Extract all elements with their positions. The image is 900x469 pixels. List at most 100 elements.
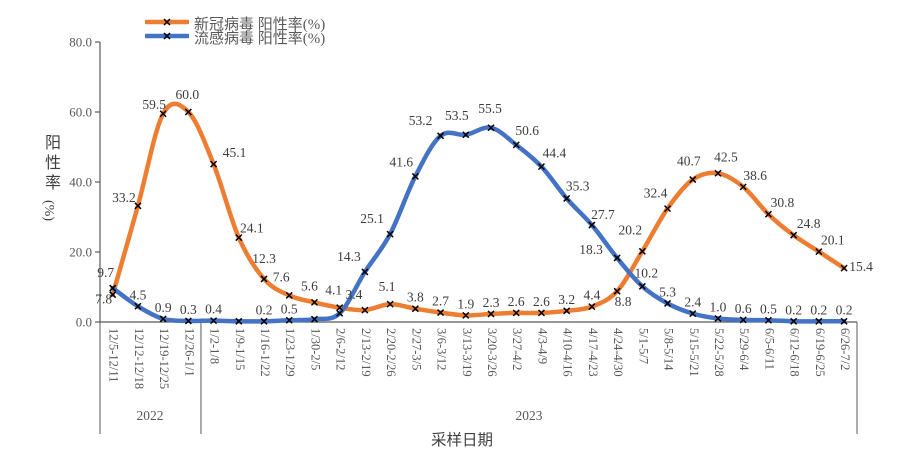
series-flu-data-label: 44.4: [543, 146, 567, 161]
series-covid-data-label: 45.1: [223, 145, 247, 160]
series-flu-marker: [109, 284, 117, 292]
series-covid-marker: [563, 307, 571, 315]
series-flu-marker: [134, 302, 142, 310]
series-covid-data-label: 5.6: [301, 278, 318, 293]
category-label: 2/20-2/26: [384, 328, 398, 377]
series-covid-data-label: 2.6: [508, 294, 525, 309]
category-label: 4/10-4/16: [561, 328, 575, 377]
category-label: 1/16-1/22: [258, 328, 272, 377]
category-label: 3/27-4/2: [510, 328, 524, 370]
series-covid-marker: [134, 202, 142, 210]
category-label: 5/29-6/4: [737, 328, 751, 371]
category-label: 6/19-6/25: [813, 328, 827, 377]
series-covid-marker: [462, 311, 470, 319]
series-covid-marker: [184, 108, 192, 116]
series-flu-data-label: 0.9: [155, 300, 172, 315]
series-covid-marker: [714, 169, 722, 177]
category-label: 4/3-4/9: [535, 328, 549, 364]
category-label: 2/27-3/5: [409, 328, 423, 370]
series-covid-marker: [664, 205, 672, 213]
series-flu-marker: [664, 299, 672, 307]
series-flu-data-label: 35.3: [566, 178, 590, 193]
category-label: 2/6-2/12: [334, 328, 348, 370]
series-covid-marker: [159, 110, 167, 118]
series-covid-data-label: 7.6: [273, 269, 290, 284]
series-covid-data-label: 20.1: [821, 233, 845, 248]
series-flu-data-label: 41.6: [390, 154, 414, 169]
legend-item: 新冠病毒 阳性率(%): [143, 16, 325, 33]
category-label: 3/20-3/26: [485, 328, 499, 377]
series-covid-marker: [815, 248, 823, 256]
category-label: 12/26-1/1: [182, 328, 196, 377]
series-covid-data-label: 24.1: [240, 221, 264, 236]
series-covid-data-label: 8.8: [615, 294, 632, 309]
series-covid-data-label: 32.4: [644, 186, 668, 201]
category-label: 12/5-12/11: [107, 328, 121, 382]
series-flu-marker: [537, 163, 545, 171]
series-covid-data-label: 2.6: [533, 294, 550, 309]
category-label: 12/12-12/18: [132, 328, 146, 389]
y-axis-title: 阳性率: [42, 134, 59, 194]
series-flu-marker: [563, 194, 571, 202]
series-covid-marker: [285, 291, 293, 299]
series-flu-marker: [815, 317, 823, 325]
category-label: 1/2-1/8: [208, 328, 222, 364]
series-covid-marker: [588, 303, 596, 311]
series-flu-marker: [689, 310, 697, 318]
y-tick-label: 20.0: [69, 245, 92, 260]
series-flu-marker: [361, 268, 369, 276]
series-flu-marker: [588, 221, 596, 229]
series-covid-data-label: 40.7: [677, 154, 701, 169]
series-flu-marker: [714, 314, 722, 323]
series-flu-data-label: 0.2: [256, 302, 273, 317]
category-label: 5/8-5/14: [662, 328, 676, 371]
series-flu-data-label: 5.3: [659, 284, 676, 299]
series-flu-marker: [210, 317, 218, 325]
category-label: 1/9-1/15: [233, 328, 247, 370]
series-flu-data-label: 27.7: [591, 207, 615, 222]
series-flu-data-label: 53.5: [445, 108, 469, 123]
series-covid-data-label: 33.2: [112, 190, 136, 205]
series-flu-line: [110, 125, 847, 324]
series-flu-marker: [638, 282, 646, 290]
category-label: 5/22-5/28: [712, 328, 726, 377]
series-covid-marker: [411, 305, 419, 313]
legend-label: 流感病毒 阳性率(%): [194, 30, 326, 47]
category-label: 1/23-1/29: [283, 328, 297, 377]
series-flu-data-label: 9.7: [97, 265, 114, 280]
series-flu-marker: [840, 317, 848, 325]
series-covid-data-label: 20.2: [619, 222, 643, 237]
series-covid-line: [110, 101, 847, 318]
category-label: 12/19-12/25: [157, 328, 171, 389]
legend: 新冠病毒 阳性率(%) 流感病毒 阳性率(%): [143, 16, 325, 47]
series-covid-marker: [790, 231, 798, 239]
series-flu-data-label: 0.2: [836, 302, 853, 317]
series-flu-data-label: 53.2: [409, 113, 433, 128]
category-label: 2/13-2/19: [359, 328, 373, 377]
legend-item: 流感病毒 阳性率(%): [143, 30, 325, 47]
y-tick-label: 0.0: [76, 315, 92, 330]
category-label: 3/6-3/12: [435, 328, 449, 370]
series-covid-data-label: 5.1: [379, 279, 396, 294]
series-covid-data-label: 12.3: [252, 251, 276, 266]
y-tick-label: 80.0: [69, 35, 92, 50]
series-covid-data-label: 30.8: [771, 195, 795, 210]
series-flu-data-label: 55.5: [478, 101, 502, 116]
series-covid-data-label: 1.9: [457, 296, 474, 311]
series-covid-marker: [537, 309, 545, 317]
series-flu-marker: [462, 131, 470, 139]
category-label: 5/15-5/21: [687, 328, 701, 377]
y-axis-unit: (%): [41, 200, 56, 221]
x-axis-title: 采样日期: [430, 432, 494, 449]
series-covid-marker: [613, 287, 621, 295]
y-tick-label: 40.0: [69, 175, 92, 190]
series-covid-data-label: 3.8: [407, 290, 424, 305]
series-flu-marker: [739, 316, 747, 324]
series-flu-data-label: 2.4: [684, 295, 701, 310]
series-covid-marker: [260, 275, 268, 283]
series-flu-marker: [310, 315, 318, 323]
series-flu-data-label: 4.5: [129, 287, 146, 302]
series-flu-data-label: 14.3: [337, 249, 361, 264]
year-group-2022: 2022: [136, 408, 164, 423]
